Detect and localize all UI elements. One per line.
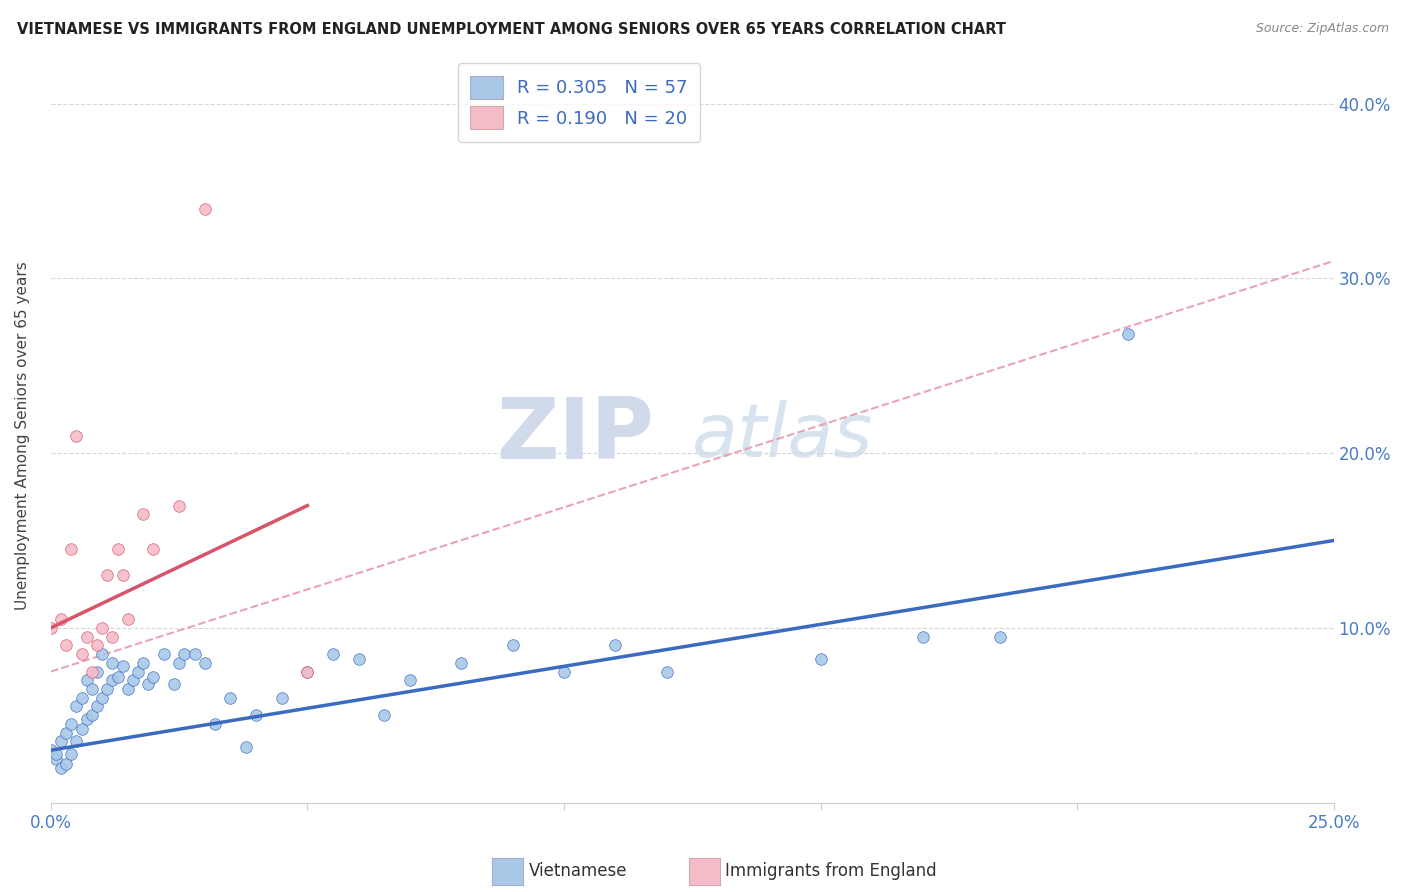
Point bbox=[132, 508, 155, 522]
Point bbox=[111, 659, 134, 673]
Point bbox=[450, 656, 472, 670]
Point bbox=[235, 739, 257, 754]
Point bbox=[80, 681, 103, 696]
Text: atlas: atlas bbox=[692, 400, 873, 472]
Point bbox=[655, 665, 678, 679]
Point bbox=[163, 677, 186, 691]
Point bbox=[39, 621, 62, 635]
Point bbox=[297, 665, 319, 679]
Point bbox=[502, 638, 524, 652]
Point bbox=[245, 708, 267, 723]
Point bbox=[96, 568, 118, 582]
Point bbox=[136, 677, 159, 691]
Point bbox=[39, 743, 62, 757]
Point bbox=[107, 670, 129, 684]
Point bbox=[91, 621, 114, 635]
Point bbox=[810, 652, 832, 666]
Point bbox=[373, 708, 395, 723]
Point bbox=[76, 630, 98, 644]
Point bbox=[117, 612, 139, 626]
Point bbox=[65, 734, 87, 748]
Point bbox=[101, 630, 124, 644]
Point bbox=[194, 202, 217, 216]
Text: VIETNAMESE VS IMMIGRANTS FROM ENGLAND UNEMPLOYMENT AMONG SENIORS OVER 65 YEARS C: VIETNAMESE VS IMMIGRANTS FROM ENGLAND UN… bbox=[17, 22, 1005, 37]
Point bbox=[605, 638, 627, 652]
Point bbox=[45, 747, 67, 761]
Point bbox=[86, 699, 108, 714]
Point bbox=[49, 612, 72, 626]
Point bbox=[142, 670, 165, 684]
Point bbox=[65, 428, 87, 442]
Point bbox=[91, 690, 114, 705]
Legend: R = 0.305   N = 57, R = 0.190   N = 20: R = 0.305 N = 57, R = 0.190 N = 20 bbox=[457, 63, 700, 142]
Point bbox=[122, 673, 145, 688]
Point bbox=[107, 542, 129, 557]
Point bbox=[912, 630, 935, 644]
Y-axis label: Unemployment Among Seniors over 65 years: Unemployment Among Seniors over 65 years bbox=[15, 261, 30, 610]
Point bbox=[1118, 327, 1140, 342]
Point bbox=[55, 757, 77, 772]
Point bbox=[297, 665, 319, 679]
Point bbox=[101, 656, 124, 670]
Point bbox=[91, 647, 114, 661]
Point bbox=[167, 499, 190, 513]
Point bbox=[347, 652, 370, 666]
Point bbox=[80, 708, 103, 723]
Point bbox=[270, 690, 292, 705]
Point bbox=[988, 630, 1011, 644]
Point bbox=[70, 690, 93, 705]
Point bbox=[117, 681, 139, 696]
Point bbox=[142, 542, 165, 557]
Point bbox=[322, 647, 344, 661]
Point bbox=[183, 647, 205, 661]
Point bbox=[101, 673, 124, 688]
Point bbox=[60, 542, 83, 557]
Point bbox=[65, 699, 87, 714]
Point bbox=[70, 647, 93, 661]
Point bbox=[45, 752, 67, 766]
Point bbox=[80, 665, 103, 679]
Point bbox=[49, 734, 72, 748]
Point bbox=[219, 690, 242, 705]
Text: ZIP: ZIP bbox=[496, 394, 654, 477]
Point bbox=[399, 673, 422, 688]
Point bbox=[86, 665, 108, 679]
Point bbox=[49, 761, 72, 775]
Text: Immigrants from England: Immigrants from England bbox=[725, 863, 938, 880]
Point bbox=[132, 656, 155, 670]
Point bbox=[76, 712, 98, 726]
Point bbox=[55, 725, 77, 739]
Text: Vietnamese: Vietnamese bbox=[529, 863, 627, 880]
Point bbox=[86, 638, 108, 652]
Point bbox=[60, 747, 83, 761]
Point bbox=[76, 673, 98, 688]
Point bbox=[111, 568, 134, 582]
Point bbox=[194, 656, 217, 670]
Point bbox=[96, 681, 118, 696]
Text: Source: ZipAtlas.com: Source: ZipAtlas.com bbox=[1256, 22, 1389, 36]
Point bbox=[127, 665, 149, 679]
Point bbox=[152, 647, 174, 661]
Point bbox=[167, 656, 190, 670]
Point bbox=[173, 647, 195, 661]
Point bbox=[70, 723, 93, 737]
Point bbox=[60, 717, 83, 731]
Point bbox=[553, 665, 575, 679]
Point bbox=[204, 717, 226, 731]
Point bbox=[55, 638, 77, 652]
